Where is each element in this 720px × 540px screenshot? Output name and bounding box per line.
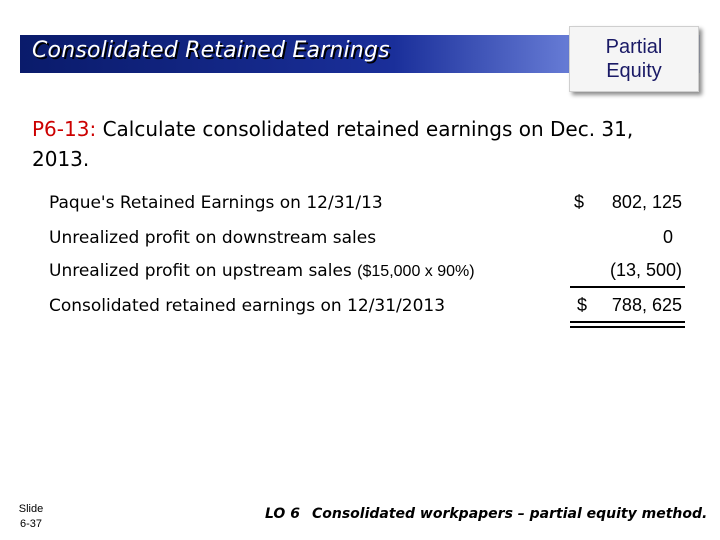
- row-2-amount: 0: [662, 227, 673, 247]
- row-label-text: Paque's Retained Earnings on 12/31/13: [49, 193, 383, 213]
- total-double-rule-bottom: [570, 326, 685, 328]
- badge-line-2: Equity: [606, 60, 662, 82]
- row-1-amount: 802, 125: [611, 192, 682, 212]
- total-double-rule-top: [570, 321, 685, 323]
- learning-objective-code: LO 6: [265, 506, 300, 522]
- row-label-calculation: ($15,000 x 90%): [357, 263, 475, 280]
- problem-text: Calculate consolidated retained earnings…: [32, 117, 634, 171]
- subtotal-rule: [570, 286, 685, 288]
- slide-number: Slide 6-37: [14, 502, 48, 532]
- row-label-text: Consolidated retained earnings on 12/31/…: [49, 296, 446, 316]
- slide-label: Slide: [18, 503, 44, 515]
- problem-statement: P6-13: Calculate consolidated retained e…: [32, 114, 672, 174]
- badge-line-1: Partial: [605, 36, 663, 58]
- problem-number: P6-13:: [32, 117, 97, 141]
- slide-title: Consolidated Retained Earnings: [32, 38, 390, 63]
- row-4-dollar-sign: $: [577, 295, 588, 315]
- row-1-dollar-sign: $: [574, 192, 585, 212]
- row-label-text: Unrealized profit on upstream sales: [49, 261, 352, 281]
- slide-number-value: 6-37: [19, 518, 43, 530]
- row-label-consolidated-retained-earnings: Consolidated retained earnings on 12/31/…: [49, 296, 445, 316]
- partial-equity-badge: Partial Equity: [569, 26, 699, 92]
- learning-objective-text: Consolidated workpapers – partial equity…: [311, 506, 708, 522]
- row-label-text: Unrealized profit on downstream sales: [49, 228, 377, 248]
- row-4-amount: 788, 625: [611, 295, 682, 315]
- row-3-amount: (13, 500): [609, 260, 682, 280]
- row-label-upstream-profit: Unrealized profit on upstream sales ($15…: [49, 261, 475, 281]
- learning-objective-footer: LO 6 Consolidated workpapers – partial eq…: [265, 506, 707, 522]
- row-label-downstream-profit: Unrealized profit on downstream sales: [49, 228, 376, 248]
- row-label-paque-retained-earnings: Paque's Retained Earnings on 12/31/13: [49, 193, 383, 213]
